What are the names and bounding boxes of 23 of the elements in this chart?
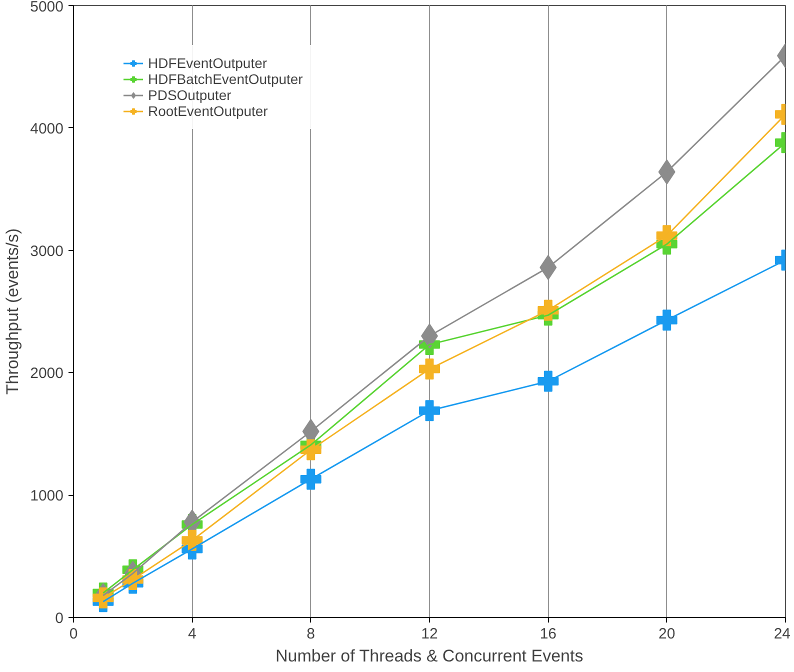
point [300,468,322,490]
y-tick-label: 4000 [30,120,64,138]
x-tick-label: 12 [421,626,438,642]
y-tick-label: 3000 [30,242,64,260]
legend-label: PDSOutputer [148,87,232,103]
x-axis-title: Number of Threads & Concurrent Events [275,646,584,666]
x-tick-label: 16 [540,626,557,642]
legend-label: HDFBatchEventOutputer [148,71,303,87]
y-tick-label: 5000 [30,0,64,16]
x-tick-label: 24 [774,626,791,642]
point [419,358,440,380]
y-tick-label: 1000 [30,488,64,505]
x-tick-label: 8 [306,626,316,642]
x-tick-label: 20 [658,626,676,642]
x-tick-label: 0 [69,626,78,642]
y-tick-label: 2000 [30,365,64,382]
y-axis-title: Throughput (events/s) [3,228,22,395]
x-tick-label: 4 [188,626,196,642]
y-tick-label: 0 [55,610,64,627]
legend-label: HDFEventOutputer [148,55,268,71]
point [419,400,440,422]
legend-label: RootEventOutputer [148,103,268,119]
point [656,310,678,331]
